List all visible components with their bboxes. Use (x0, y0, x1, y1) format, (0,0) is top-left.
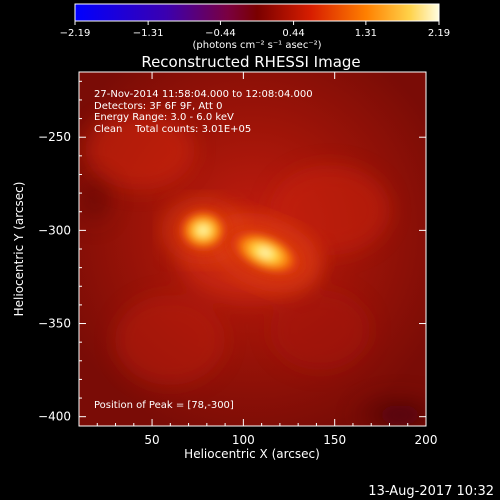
y-tick-label: −400 (38, 410, 71, 424)
annotation-time: 27-Nov-2014 11:58:04.000 to 12:08:04.000 (94, 89, 313, 100)
annotation-block: 27-Nov-2014 11:58:04.000 to 12:08:04.000… (94, 89, 313, 411)
colorbar-tick-label: −1.31 (133, 28, 164, 39)
annotation-counts: Clean Total counts: 3.01E+05 (94, 124, 251, 135)
x-axis-ticks: 50 100 150 200 (96, 72, 438, 447)
colorbar-tick-label: 0.44 (282, 28, 304, 39)
image-area (79, 72, 426, 426)
peak-position-label: Position of Peak = [78,-300] (94, 400, 234, 411)
x-tick-label: 50 (144, 433, 159, 447)
x-tick-label: 150 (323, 433, 346, 447)
colorbar (74, 3, 440, 22)
colorbar-ticks: −2.19 −1.31 −0.44 0.44 1.31 2.19 (60, 21, 450, 39)
source-peak (175, 206, 232, 255)
y-tick-label: −350 (38, 317, 71, 331)
colorbar-tick-label: −0.44 (205, 28, 236, 39)
x-tick-label: 200 (415, 433, 438, 447)
y-tick-label: −250 (38, 130, 71, 144)
footer-date: 13-Aug-2017 10:32 (368, 484, 494, 499)
x-tick-label: 100 (232, 433, 255, 447)
colorbar-tick-label: −2.19 (60, 28, 91, 39)
annotation-detectors: Detectors: 3F 6F 9F, Att 0 (94, 101, 222, 112)
colorbar-tick-label: 2.19 (428, 28, 450, 39)
chart-title: Reconstructed RHESSI Image (141, 53, 360, 71)
y-axis-ticks: −250 −300 −350 −400 (38, 80, 426, 424)
colorbar-tick-label: 1.31 (355, 28, 377, 39)
sources (161, 196, 321, 293)
x-axis-label: Heliocentric X (arcsec) (184, 447, 320, 461)
annotation-energy: Energy Range: 3.0 - 6.0 keV (94, 112, 234, 123)
source-secondary (225, 226, 306, 279)
y-tick-label: −300 (38, 223, 71, 237)
y-axis-label: Heliocentric Y (arcsec) (12, 182, 26, 317)
colorbar-units: (photons cm⁻² s⁻¹ asec⁻²) (192, 40, 321, 51)
